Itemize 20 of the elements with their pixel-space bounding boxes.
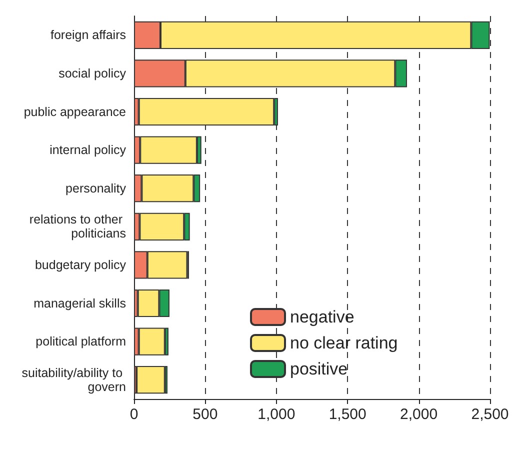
x-tick-label: 500 [192,406,218,423]
y-tick-label: suitability/ability to govern [22,366,126,394]
bar [136,366,165,394]
y-tick-label: managerial skills [34,296,126,310]
legend-label: positive [290,360,348,378]
x-tick-label: 1,000 [258,406,296,423]
y-tick-label: foreign affairs [50,28,126,42]
y-tick-label: relations to other politicians [29,212,126,241]
x-tick-label: 2,500 [471,406,509,423]
x-tick-label: 2,000 [400,406,438,423]
x-tick-label: 1,500 [328,406,366,423]
y-tick-label: budgetary policy [34,258,127,272]
y-tick-label: public appearance [24,104,126,119]
legend-label: no clear rating [290,334,398,352]
legend-label: negative [290,308,354,326]
x-tick-label: 0 [130,406,138,423]
y-tick-label: personality [66,181,127,196]
y-tick-label: political platform [36,334,126,349]
y-tick-label: social policy [58,66,127,80]
y-tick-label: internal policy [50,143,127,158]
